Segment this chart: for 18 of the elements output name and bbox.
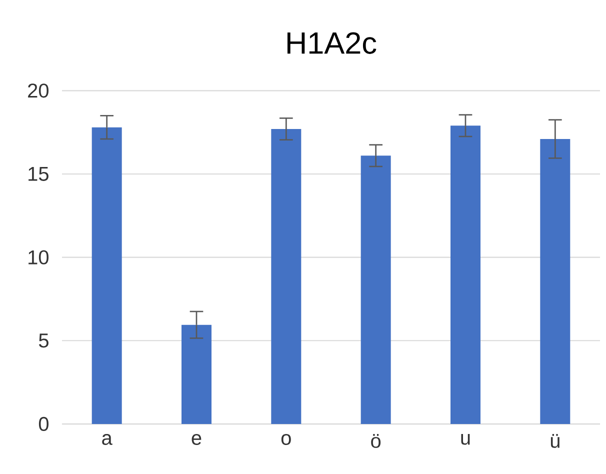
x-tick-label: e <box>192 434 202 445</box>
bar <box>182 324 212 424</box>
bar <box>540 138 570 424</box>
x-tick-label: ö <box>371 434 381 448</box>
y-tick-label: 15 <box>28 167 48 181</box>
bar <box>271 128 302 424</box>
x-tick-label: u <box>461 434 470 445</box>
y-tick-label: 5 <box>38 334 48 348</box>
bar <box>450 126 480 424</box>
chart-title: H1A2c <box>287 32 376 54</box>
x-tick-label: a <box>102 434 112 445</box>
y-tick-label: 0 <box>38 416 49 432</box>
bar <box>92 127 122 424</box>
y-tick-label: 10 <box>28 250 48 264</box>
y-tick-label: 20 <box>28 84 48 98</box>
x-tick-label: o <box>281 434 291 445</box>
x-tick-label: ü <box>550 434 560 448</box>
bar <box>360 156 391 424</box>
